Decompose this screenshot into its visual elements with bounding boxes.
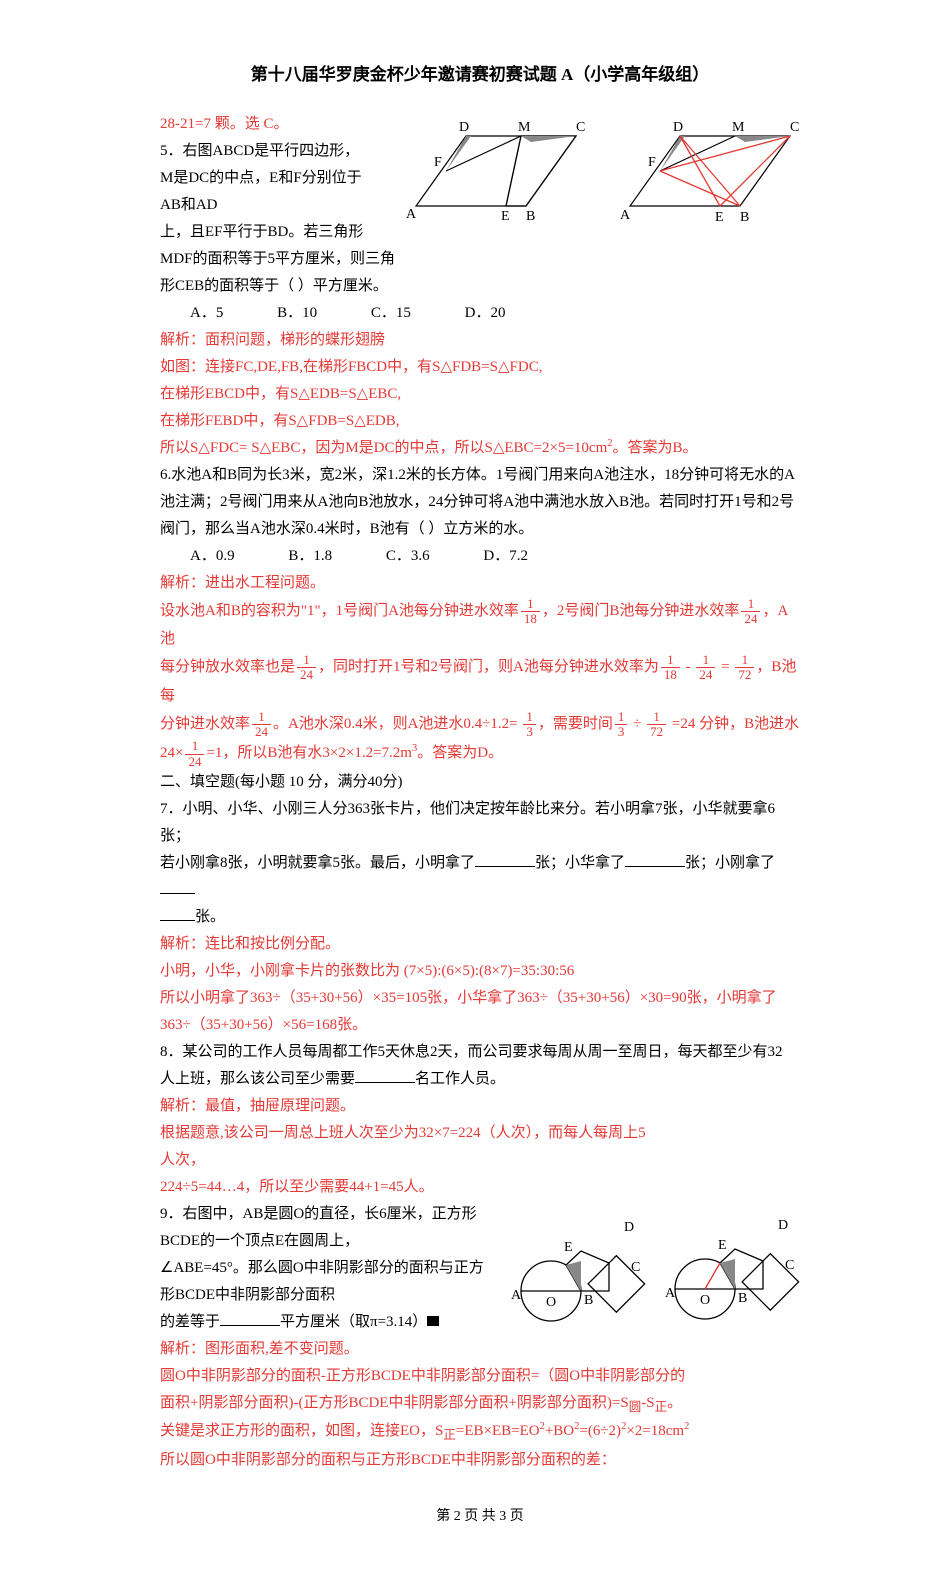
q7-stem-1: 7．小明、小华、小刚三人分363张卡片，他们决定按年龄比来分。若小明拿7张，小华…: [160, 796, 800, 850]
svg-text:M: M: [732, 120, 745, 135]
page-footer: 第 2 页 共 3 页: [160, 1504, 800, 1529]
q9-sol-l4: 所以圆O中非阴影部分的面积与正方形BCDE中非阴影部分面积的差：: [160, 1447, 800, 1474]
q6-stem-2: 池注满；2号阀门用来从A池向B池放水，24分钟可将A池中满池水放入B池。若同时打…: [160, 489, 800, 516]
section2-title: 二、填空题(每小题 10 分，满分40分): [160, 769, 800, 796]
q7-blank-4: [160, 905, 195, 921]
q5-opt-b: B．10: [277, 300, 317, 327]
q9-sol-l2: 面积+阴影部分面积)-(正方形BCDE中非阴影部分面积+阴影部分面积)=S圆-S…: [160, 1390, 800, 1419]
svg-text:F: F: [434, 155, 442, 170]
q7-stem-3: 张。: [160, 904, 800, 931]
q5-sol-title: 解析：面积问题，梯形的蝶形翅膀: [160, 327, 800, 354]
q8-sol-l3: 224÷5=44…4，所以至少需要44+1=45人。: [160, 1174, 800, 1201]
q7-sol-l3: 363÷（35+30+56）×56=168张。: [160, 1012, 800, 1039]
svg-text:D: D: [778, 1218, 788, 1233]
q6-stem-3: 阀门，那么当A池水深0.4米时，B池有（ ）立方米的水。: [160, 516, 800, 543]
svg-text:B: B: [738, 1291, 747, 1306]
svg-text:D: D: [459, 120, 469, 135]
q7-blank-3: [160, 878, 195, 894]
q7-sol-l1: 小明，小华，小刚拿卡片的张数比为 (7×5):(6×5):(8×7)=35:30…: [160, 958, 800, 985]
svg-text:E: E: [564, 1240, 573, 1255]
svg-text:B: B: [584, 1293, 593, 1308]
q5-options: A．5 B．10 C．15 D．20: [160, 300, 800, 327]
q5-sol-l4: 所以S△FDC= S△EBC，因为M是DC的中点，所以S△EBC=2×5=10c…: [160, 435, 800, 462]
q9-blank: [220, 1310, 280, 1326]
q5-figure: D M C F A E B D M C F A E B: [376, 111, 800, 236]
svg-text:D: D: [673, 120, 683, 135]
svg-text:F: F: [648, 155, 656, 170]
q6-sol-l3: 分钟进水效率124。A池水深0.4米，则A池进水0.4÷1.2= 13，需要时间…: [160, 710, 800, 740]
q5-stem-3: 形CEB的面积等于（ ）平方厘米。: [160, 273, 800, 300]
q5-opt-c: C．15: [371, 300, 411, 327]
svg-text:A: A: [511, 1288, 522, 1303]
exam-title: 第十八届华罗庚金杯少年邀请赛初赛试题 A（小学高年级组）: [160, 60, 800, 91]
q6-sol-title: 解析：进出水工程问题。: [160, 570, 800, 597]
svg-text:E: E: [501, 209, 510, 224]
svg-text:D: D: [624, 1220, 634, 1235]
black-square-icon: [427, 1316, 439, 1326]
svg-text:C: C: [785, 1258, 794, 1273]
q7-blank-1: [475, 851, 535, 867]
svg-text:O: O: [700, 1293, 710, 1308]
q8-blank: [355, 1067, 415, 1083]
q6-sol-l1: 设水池A和B的容积为"1"，1号阀门A池每分钟进水效率118，2号阀门B池每分钟…: [160, 597, 800, 654]
svg-text:B: B: [526, 209, 535, 224]
svg-text:A: A: [406, 207, 417, 222]
q7-blank-2: [625, 851, 685, 867]
q6-opt-b: B．1.8: [288, 543, 332, 570]
q6-sol-l4: 24×124=1，所以B池有水3×2×1.2=7.2m3。答案为D。: [160, 739, 800, 769]
q6-sol-l2: 每分钟放水效率也是124，同时打开1号和2号阀门，则A池每分钟进水效率为118 …: [160, 653, 800, 710]
svg-text:A: A: [665, 1286, 676, 1301]
q9-figure: D E C A O B D E C A O B: [496, 1201, 800, 1336]
q6-opt-a: A．0.9: [190, 543, 235, 570]
q8-stem-2: 人上班，那么该公司至少需要名工作人员。: [160, 1066, 800, 1093]
q6-opt-d: D．7.2: [483, 543, 528, 570]
q9-sol-l1: 圆O中非阴影部分的面积-正方形BCDE中非阴影部分面积=（圆O中非阴影部分的: [160, 1363, 800, 1390]
svg-text:C: C: [576, 120, 585, 135]
q5-opt-d: D．20: [465, 300, 506, 327]
q5-sol-l3: 在梯形FEBD中，有S△FDB=S△EDB,: [160, 408, 800, 435]
q5-sol-l1: 如图：连接FC,DE,FB,在梯形FBCD中，有S△FDB=S△FDC,: [160, 354, 800, 381]
q5-opt-a: A．5: [190, 300, 223, 327]
q6-stem-1: 6.水池A和B同为长3米，宽2米，深1.2米的长方体。1号阀门用来向A池注水，1…: [160, 462, 800, 489]
svg-text:M: M: [518, 120, 531, 135]
svg-text:B: B: [740, 210, 749, 225]
svg-text:O: O: [546, 1295, 556, 1310]
q6-options: A．0.9 B．1.8 C．3.6 D．7.2: [160, 543, 800, 570]
svg-text:C: C: [790, 120, 799, 135]
q7-sol-l2: 所以小明拿了363÷（35+30+56）×35=105张，小华拿了363÷（35…: [160, 985, 800, 1012]
q8-sol-l2: 人次，: [160, 1147, 800, 1174]
q7-sol-title: 解析：连比和按比例分配。: [160, 931, 800, 958]
q8-sol-l1: 根据题意,该公司一周总上班人次至少为32×7=224（人次），而每人每周上5: [160, 1120, 800, 1147]
q9-sol-l3: 关键是求正方形的面积，如图，连接EO，S正=EB×EB=EO2+BO2=(6÷2…: [160, 1418, 800, 1447]
q6-opt-c: C．3.6: [386, 543, 430, 570]
q5-sol-l2: 在梯形EBCD中，有S△EDB=S△EBC,: [160, 381, 800, 408]
q8-sol-title: 解析：最值，抽屉原理问题。: [160, 1093, 800, 1120]
svg-text:E: E: [715, 210, 724, 225]
q8-stem-1: 8．某公司的工作人员每周都工作5天休息2天，而公司要求每周从周一至周日，每天都至…: [160, 1039, 800, 1066]
q9-sol-title: 解析：图形面积,差不变问题。: [160, 1336, 800, 1363]
q7-stem-2: 若小刚拿8张，小明就要拿5张。最后，小明拿了张；小华拿了张；小刚拿了: [160, 850, 800, 904]
svg-text:E: E: [718, 1238, 727, 1253]
svg-text:A: A: [620, 208, 631, 223]
svg-text:C: C: [631, 1260, 640, 1275]
